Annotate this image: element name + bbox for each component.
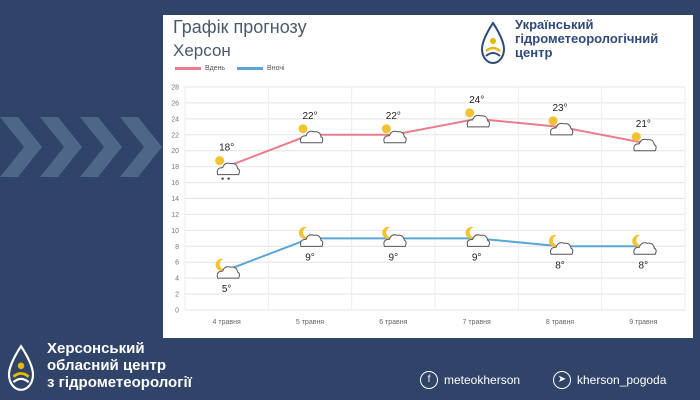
telegram-link[interactable]: ➤ kherson_pogoda bbox=[553, 371, 666, 389]
rain-drop-icon bbox=[221, 177, 224, 180]
cloud-icon bbox=[300, 130, 324, 144]
cloud-icon bbox=[383, 234, 407, 247]
data-label: 18° bbox=[219, 143, 234, 154]
sun-icon bbox=[548, 116, 558, 126]
legend-label: Вдень bbox=[205, 65, 226, 72]
data-label: 9° bbox=[472, 252, 482, 263]
moon-icon bbox=[548, 234, 559, 247]
footer-title-line: обласний центр bbox=[47, 357, 167, 374]
data-label: 22° bbox=[386, 111, 401, 122]
drop-sun-logo-icon bbox=[7, 344, 35, 391]
y-tick-label: 20 bbox=[171, 148, 179, 155]
cloud-icon bbox=[633, 242, 657, 255]
telegram-handle: kherson_pogoda bbox=[577, 373, 667, 387]
org-name-line: Український bbox=[515, 17, 594, 32]
y-tick-label: 24 bbox=[171, 116, 179, 123]
chart-title: Графік прогнозу bbox=[173, 17, 307, 37]
x-tick-label: 8 травня bbox=[546, 319, 574, 326]
sun-icon bbox=[215, 156, 225, 166]
sun-icon bbox=[298, 124, 308, 134]
sun-icon bbox=[465, 108, 475, 118]
moon-icon bbox=[382, 226, 393, 239]
drop-sun-logo-icon bbox=[480, 21, 506, 65]
y-tick-label: 26 bbox=[171, 100, 179, 107]
sun-icon bbox=[381, 124, 391, 134]
y-tick-label: 2 bbox=[175, 292, 179, 299]
legend-item-day[interactable]: Вдень bbox=[175, 65, 225, 72]
y-tick-label: 8 bbox=[175, 244, 179, 251]
data-label: 5° bbox=[222, 284, 232, 295]
legend-swatch bbox=[237, 66, 264, 70]
rain-drop-icon bbox=[227, 177, 230, 180]
x-tick-label: 5 травня bbox=[296, 319, 324, 326]
cloud-icon bbox=[383, 130, 407, 144]
moon-icon bbox=[215, 258, 226, 271]
y-tick-label: 0 bbox=[175, 308, 179, 315]
cloud-icon bbox=[216, 266, 240, 279]
org-name-line: центр bbox=[515, 45, 553, 60]
legend-swatch bbox=[175, 66, 201, 70]
y-tick-label: 4 bbox=[175, 276, 179, 283]
cloud-icon bbox=[550, 242, 574, 255]
forecast-card: Графік прогнозу Херсон Український гідро… bbox=[163, 15, 693, 338]
cloud-icon bbox=[466, 114, 490, 128]
cloud-icon bbox=[216, 162, 240, 176]
cloud-icon bbox=[300, 234, 324, 247]
data-label: 22° bbox=[302, 111, 317, 122]
y-tick-label: 28 bbox=[171, 85, 179, 92]
chart-legend: Вдень Вночі bbox=[175, 65, 295, 72]
y-tick-label: 12 bbox=[171, 212, 179, 219]
y-tick-label: 14 bbox=[171, 196, 179, 203]
x-tick-label: 6 травня bbox=[379, 319, 407, 326]
y-tick-label: 16 bbox=[171, 180, 179, 187]
x-tick-label: 4 травня bbox=[213, 319, 241, 326]
y-tick-label: 22 bbox=[171, 132, 179, 139]
organization-name: Український гідрометеорологічний центр bbox=[515, 18, 695, 60]
cloud-icon bbox=[550, 122, 574, 136]
decorative-chevrons bbox=[0, 117, 162, 177]
x-tick-label: 9 травня bbox=[629, 319, 657, 326]
data-label: 9° bbox=[389, 252, 399, 263]
y-tick-label: 6 bbox=[175, 260, 179, 267]
y-tick-label: 10 bbox=[171, 228, 179, 235]
series-line bbox=[226, 117, 644, 168]
org-name-line: гідрометеорологічний bbox=[515, 31, 659, 46]
series-line bbox=[226, 237, 644, 272]
data-label: 8° bbox=[555, 260, 565, 271]
cloud-icon bbox=[633, 138, 657, 152]
facebook-link[interactable]: f meteokherson bbox=[420, 371, 520, 389]
sun-icon bbox=[631, 132, 641, 142]
facebook-icon: f bbox=[420, 371, 438, 389]
footer-title-line: з гідрометеорології bbox=[47, 374, 192, 391]
moon-icon bbox=[632, 234, 643, 247]
x-tick-label: 7 травня bbox=[463, 319, 491, 326]
moon-icon bbox=[298, 226, 309, 239]
footer-organization-name: Херсонський обласний центр з гідрометеор… bbox=[47, 340, 192, 391]
data-label: 23° bbox=[552, 103, 567, 114]
data-label: 8° bbox=[639, 260, 649, 271]
footer-title-line: Херсонський bbox=[47, 340, 145, 357]
legend-label: Вночі bbox=[267, 65, 285, 72]
cloud-icon bbox=[466, 234, 490, 247]
moon-icon bbox=[465, 226, 476, 239]
city-name: Херсон bbox=[173, 41, 231, 60]
data-label: 21° bbox=[636, 119, 651, 130]
data-label: 9° bbox=[305, 252, 315, 263]
telegram-icon: ➤ bbox=[553, 371, 571, 389]
legend-item-night[interactable]: Вночі bbox=[237, 65, 285, 72]
y-tick-label: 18 bbox=[171, 164, 179, 171]
data-label: 24° bbox=[469, 95, 484, 106]
facebook-handle: meteokherson bbox=[444, 373, 521, 387]
